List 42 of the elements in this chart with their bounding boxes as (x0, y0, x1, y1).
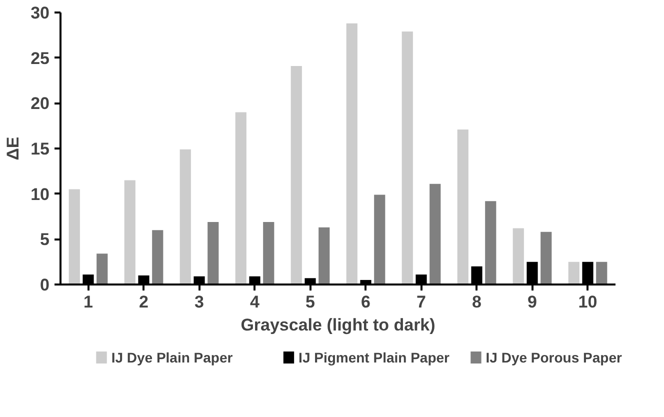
y-tick-label: 15 (30, 140, 50, 158)
bar (346, 23, 358, 284)
y-tick-label: 10 (30, 184, 50, 204)
y-tick-label: 30 (30, 4, 50, 22)
y-axis-title: ΔE (4, 136, 23, 160)
bar (180, 149, 191, 284)
x-tick-label: 7 (416, 292, 426, 312)
bar (318, 227, 330, 284)
x-tick-label: 9 (528, 292, 537, 312)
bar (485, 201, 496, 284)
bar (374, 194, 386, 284)
bar (540, 232, 552, 284)
bar (68, 189, 80, 284)
legend-label: IJ Pigment Plain Paper (298, 350, 450, 366)
bar (263, 222, 274, 284)
bar (208, 222, 219, 284)
y-tick-label: 20 (30, 94, 50, 114)
y-tick-label: 25 (30, 48, 50, 68)
bar (430, 184, 441, 284)
y-tick-label: 0 (40, 276, 50, 294)
bar (152, 230, 164, 284)
bar (457, 129, 468, 284)
x-tick-label: 2 (139, 292, 148, 312)
bar (235, 112, 246, 284)
bar (596, 262, 608, 284)
x-tick-label: 1 (84, 292, 93, 312)
x-tick-label: 10 (578, 292, 598, 312)
bar (124, 180, 136, 284)
bar (402, 32, 413, 284)
bar (290, 66, 302, 284)
legend-label: IJ Dye Porous Paper (486, 350, 622, 366)
bar (96, 254, 108, 284)
x-tick-label: 4 (250, 292, 260, 312)
legend-label: IJ Dye Plain Paper (111, 350, 234, 366)
x-tick-label: 5 (306, 292, 315, 312)
bar (568, 262, 580, 284)
x-tick-label: 8 (472, 292, 482, 312)
bar (512, 228, 524, 284)
x-tick-label: 6 (361, 292, 370, 312)
x-axis-title: Grayscale (light to dark) (240, 316, 436, 334)
y-tick-label: 5 (40, 230, 50, 250)
x-tick-label: 3 (194, 292, 204, 312)
